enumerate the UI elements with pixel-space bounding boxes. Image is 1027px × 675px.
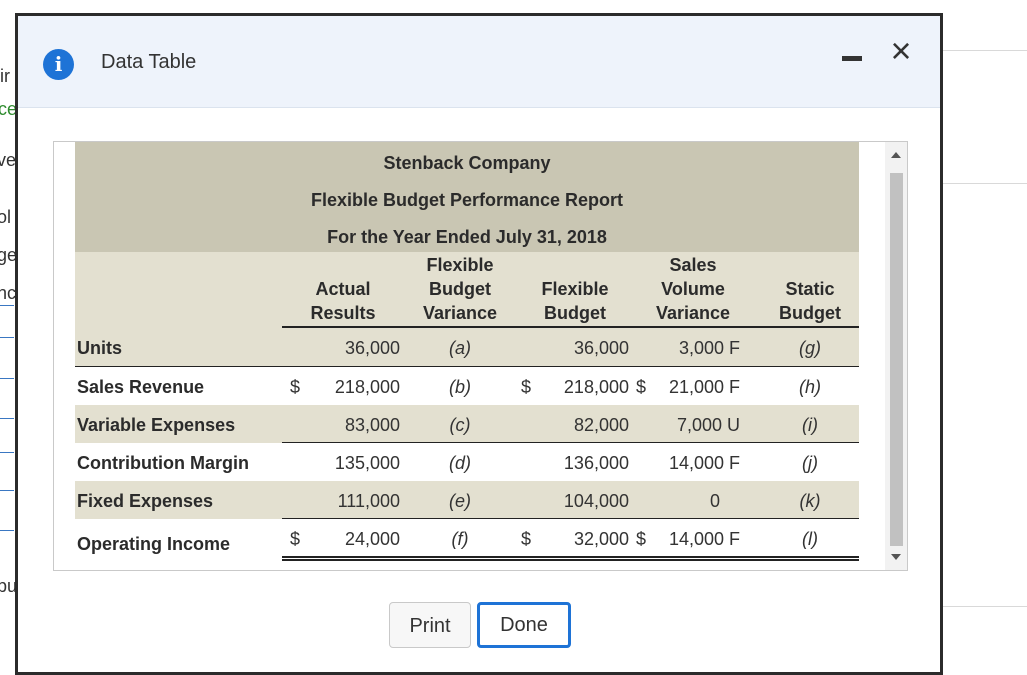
dialog-titlebar: i Data Table × [18,16,940,108]
report-period: For the Year Ended July 31, 2018 [327,227,607,247]
actual-value: 135,000 [334,453,400,473]
static-budget-value: (h) [799,377,821,397]
background-rule [0,305,14,306]
total-double-rule [282,556,859,561]
print-button[interactable]: Print [389,602,471,648]
table-row: Variable Expenses 83,000 (c) 82,000 7,00… [75,405,859,443]
background-text-fragment: ge [0,245,18,265]
column-header-flexible-budget-variance: Flexible Budget Variance [422,255,498,323]
sales-volume-variance-value: 21,000 F [668,377,740,397]
column-header-actual-results: Actual Results [310,279,376,323]
close-icon: × [890,30,912,71]
background-rule [0,530,14,531]
done-button[interactable]: Done [477,602,571,648]
currency-sign: $ [636,529,647,549]
dialog-title: Data Table [101,51,197,73]
flexible-budget-value: 36,000 [573,338,629,358]
column-header-static-budget: Static Budget [779,279,841,323]
background-text-fragment: ce [0,99,18,119]
row-label: Units [77,338,122,358]
flexible-budget-variance-value: (a) [449,338,471,358]
actual-value: 111,000 [337,491,400,511]
flexible-budget-value: 32,000 [573,529,629,549]
background-text-fragment: ir [0,66,10,86]
data-table-dialog: i Data Table × Stenback Company Flexible… [15,13,943,675]
background-divider [940,606,1027,607]
scroll-up-arrow-icon[interactable] [891,152,901,158]
sales-volume-variance-value: 14,000 F [668,529,740,549]
info-icon: i [43,49,74,80]
flexible-budget-value: 136,000 [563,453,629,473]
background-text-fragment: pu [0,576,18,596]
close-button[interactable]: × [884,33,918,69]
currency-sign: $ [521,529,532,549]
static-budget-value: (k) [799,491,821,511]
sales-volume-variance-value: 14,000 F [668,453,740,473]
background-divider [940,50,1027,51]
actual-value: 36,000 [344,338,400,358]
table-row: Fixed Expenses 111,000 (e) 104,000 0 (k) [75,481,859,519]
background-text-fragment: ol [0,207,12,227]
background-text-fragment: ve [0,150,17,170]
sales-volume-variance-value: 3,000 F [678,338,740,358]
static-budget-value: (g) [799,338,821,358]
performance-report-table: Stenback Company Flexible Budget Perform… [75,142,859,561]
sales-volume-variance-value: 0 [709,491,720,511]
flexible-budget-value: 104,000 [563,491,629,511]
column-header-flexible-budget: Flexible Budget [541,279,609,323]
background-rule [0,337,14,338]
static-budget-value: (i) [802,415,818,435]
report-header: Stenback Company Flexible Budget Perform… [75,142,859,252]
currency-sign: $ [290,529,301,549]
row-label: Fixed Expenses [77,491,214,511]
flexible-budget-variance-value: (f) [451,529,469,549]
minimize-icon [842,56,862,61]
flexible-budget-variance-value: (b) [449,377,471,397]
report-name: Flexible Budget Performance Report [310,190,624,210]
flexible-budget-value: 218,000 [563,377,629,397]
scroll-down-arrow-icon[interactable] [891,554,901,560]
scrollbar-thumb[interactable] [890,173,903,546]
column-header-sales-volume-variance: Sales Volume Variance [655,255,731,323]
background-rule [0,378,14,379]
row-label: Operating Income [77,534,231,554]
table-row: Sales Revenue $ 218,000 (b) $ 218,000 $ … [75,366,859,405]
static-budget-value: (l) [802,529,818,549]
background-divider [940,183,1027,184]
row-label: Contribution Margin [77,453,249,473]
actual-value: 218,000 [334,377,400,397]
subtotal-rule [282,442,859,443]
sales-volume-variance-value: 7,000 U [676,415,740,435]
company-name: Stenback Company [383,153,551,173]
currency-sign: $ [290,377,301,397]
flexible-budget-value: 82,000 [573,415,629,435]
background-rule [0,452,14,453]
subtotal-rule [282,518,859,519]
background-rule [0,418,14,419]
currency-sign: $ [636,377,647,397]
actual-value: 83,000 [344,415,400,435]
static-budget-value: (j) [802,453,818,473]
row-label: Variable Expenses [77,415,236,435]
table-row: Contribution Margin 135,000 (d) 136,000 … [75,443,859,481]
table-scroll-area[interactable]: Stenback Company Flexible Budget Perform… [53,141,908,571]
background-text-fragment: nc [0,283,17,303]
row-label: Sales Revenue [77,377,205,397]
header-underline [282,326,859,328]
column-headers: Actual Results Flexible Budget Variance Fle… [75,252,859,328]
flexible-budget-variance-value: (d) [449,453,471,473]
flexible-budget-variance-value: (c) [449,415,471,435]
flexible-budget-variance-value: (e) [449,491,471,511]
currency-sign: $ [521,377,532,397]
actual-value: 24,000 [344,529,400,549]
table-row: Operating Income $ 24,000 (f) $ 32,000 $… [75,519,859,561]
background-rule [0,490,14,491]
vertical-scrollbar[interactable] [885,142,907,570]
table-row: Units 36,000 (a) 36,000 3,000 F (g) [75,328,859,366]
minimize-button[interactable] [842,54,862,62]
